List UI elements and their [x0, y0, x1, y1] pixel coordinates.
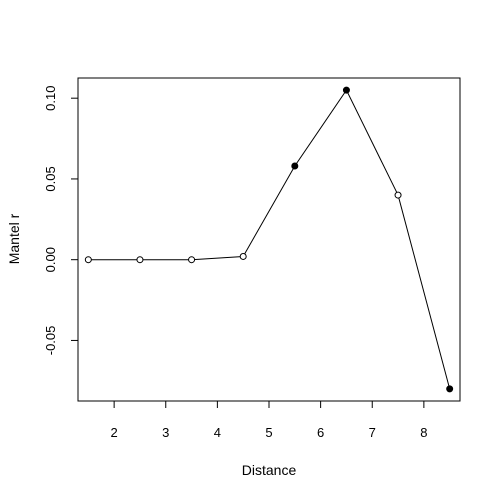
x-tick-label: 7: [369, 425, 376, 440]
data-point: [188, 256, 196, 264]
data-point-significant: [446, 385, 454, 393]
x-axis-label: Distance: [242, 462, 297, 478]
x-tick-label: 3: [162, 425, 169, 440]
x-tick-label: 2: [111, 425, 118, 440]
x-tick-label: 8: [420, 425, 427, 440]
data-point: [84, 256, 92, 264]
x-tick-label: 6: [317, 425, 324, 440]
data-point-significant: [342, 86, 350, 94]
x-tick-label: 4: [214, 425, 221, 440]
data-point: [239, 252, 247, 260]
y-tick-label: 0.00: [43, 247, 58, 272]
x-tick-label: 5: [265, 425, 272, 440]
data-point: [136, 256, 144, 264]
data-point: [394, 191, 402, 199]
plot-frame: [77, 77, 461, 402]
y-tick-label: 0.10: [43, 86, 58, 111]
x-axis: 2 3 4 5 6 7 8: [111, 401, 427, 440]
y-axis: -0.05 0.00 0.05 0.10: [43, 86, 78, 356]
y-tick-label: 0.05: [43, 166, 58, 191]
data-point-significant: [291, 162, 299, 170]
y-axis-label: Mantel r: [6, 213, 22, 264]
y-tick-label: -0.05: [43, 326, 58, 356]
series-line: [88, 89, 451, 390]
series-layer: [84, 86, 454, 393]
